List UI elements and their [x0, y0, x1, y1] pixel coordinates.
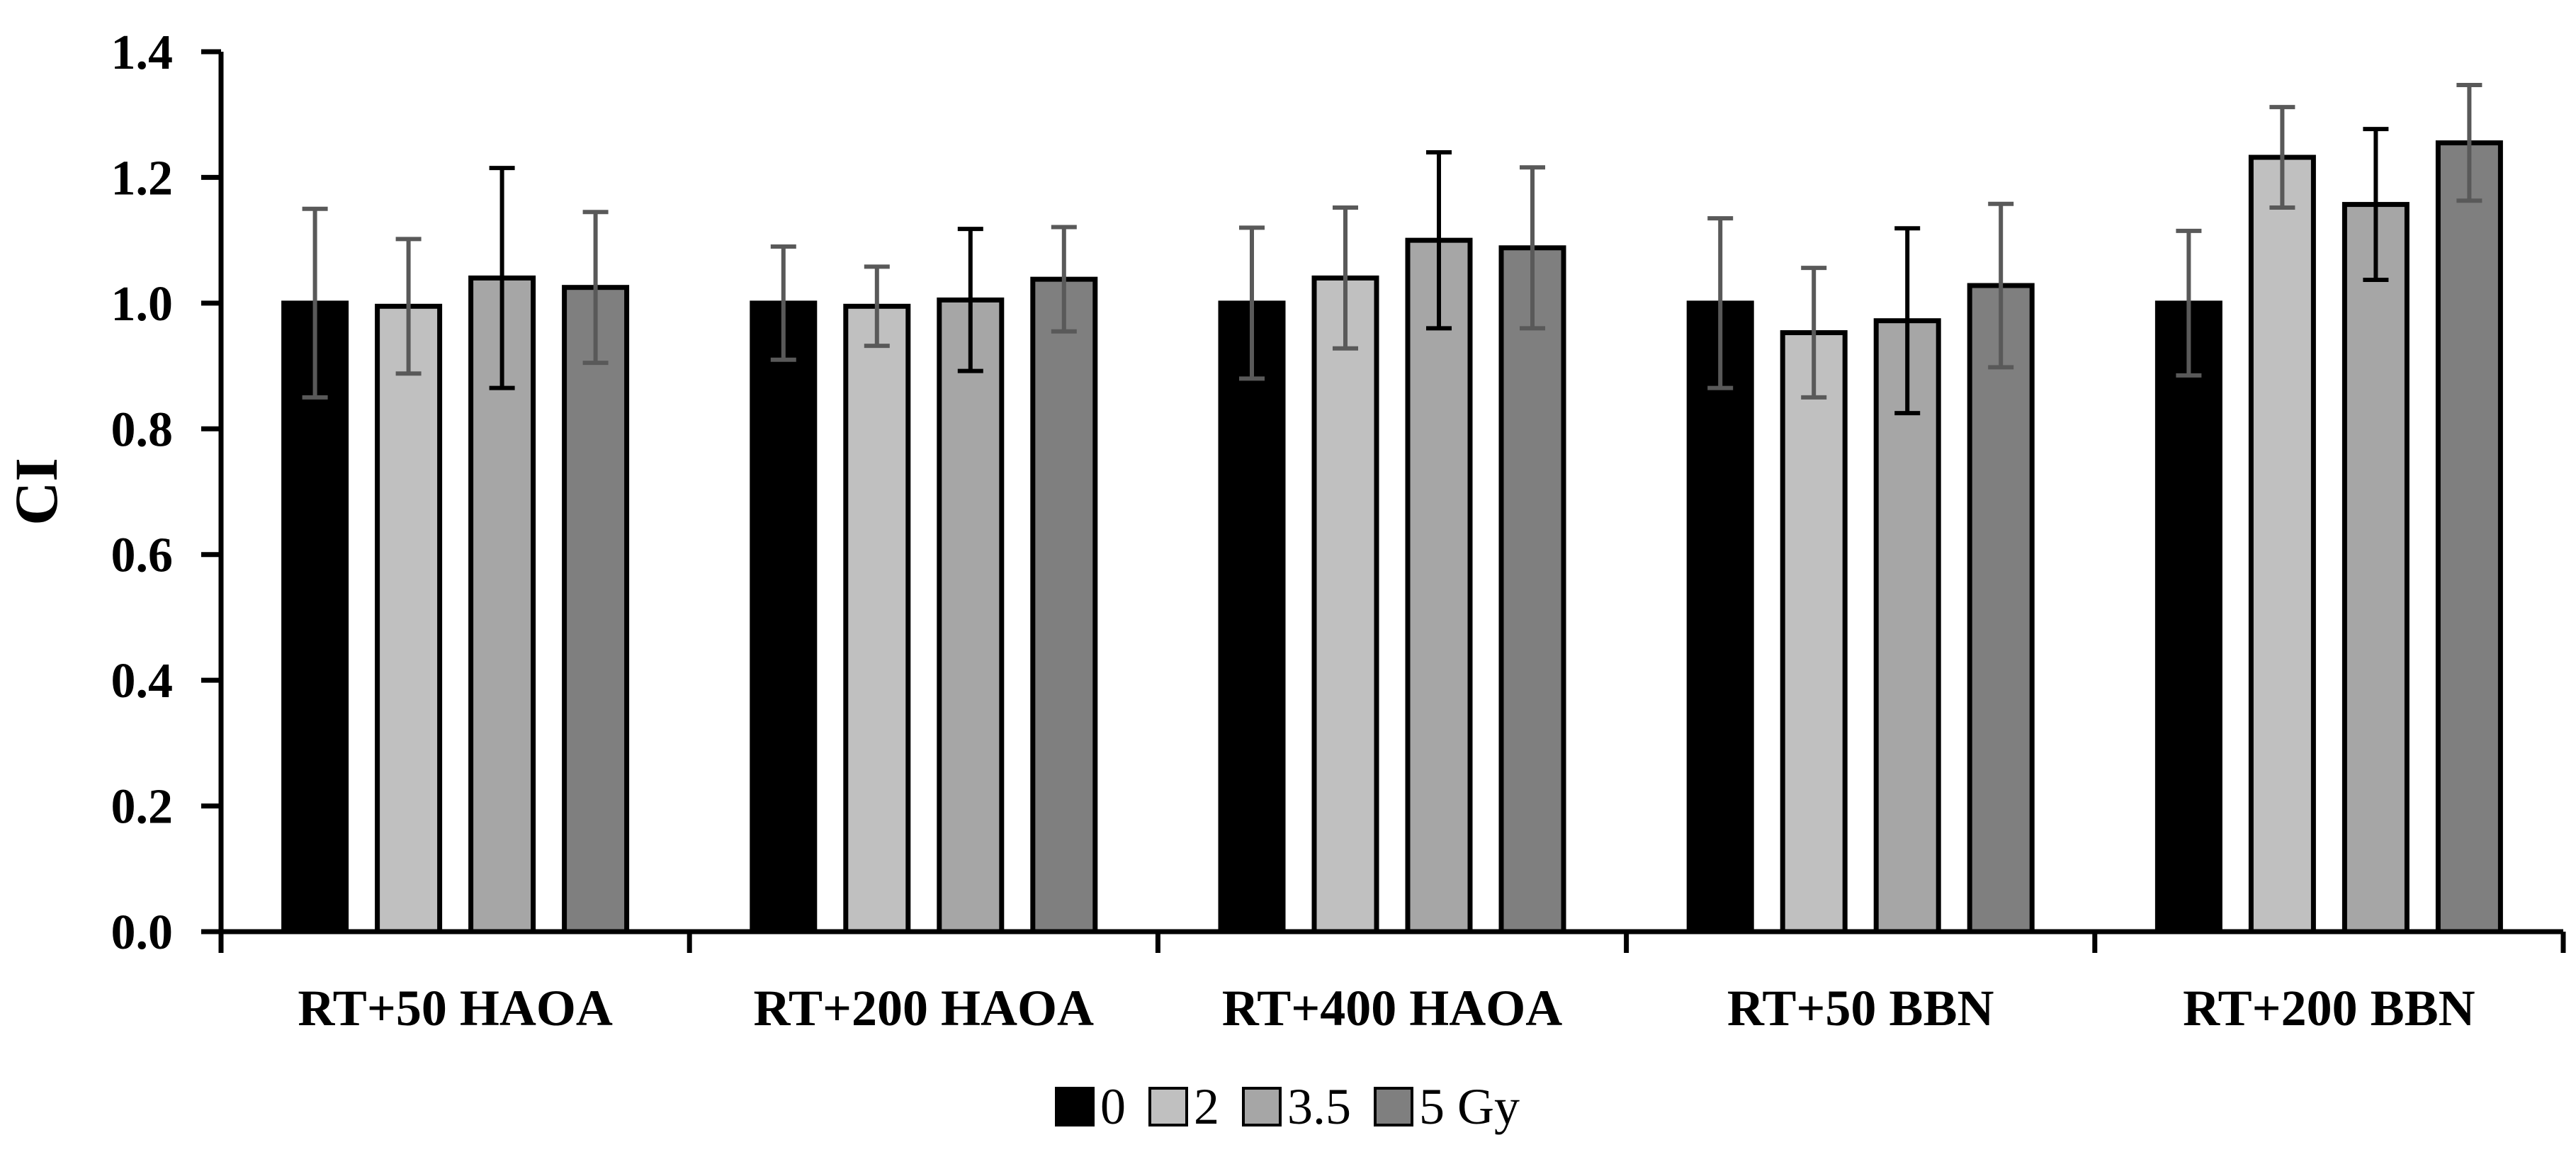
- bar: [1686, 300, 1754, 934]
- bar: [1780, 330, 1848, 934]
- legend-label: 5 Gy: [1419, 1078, 1520, 1135]
- legend-swatch: [1055, 1087, 1095, 1126]
- legend: 0 2 3.5 5 Gy: [1055, 1078, 1520, 1135]
- bar: [2154, 300, 2222, 934]
- bar: [2248, 154, 2316, 934]
- category-label: RT+200 BBN: [2183, 980, 2475, 1037]
- legend-swatch: [1148, 1087, 1188, 1126]
- error-bars-layer: [302, 83, 2482, 416]
- bar: [1498, 245, 1566, 934]
- category-label: RT+50 HAOA: [298, 980, 613, 1037]
- legend-swatch: [1374, 1087, 1413, 1126]
- legend-label: 0: [1100, 1078, 1126, 1135]
- y-tick-label: 0.6: [111, 529, 174, 583]
- y-tick-label: 0.8: [111, 402, 174, 457]
- labels-layer: RT+50 HAOA RT+200 HAOA RT+400 HAOA RT+50 BB…: [2, 26, 2475, 1037]
- legend-item: 0: [1055, 1078, 1126, 1135]
- axes-layer: [201, 49, 2566, 953]
- legend-swatch: [1242, 1087, 1282, 1126]
- y-tick-label: 0.4: [111, 654, 174, 708]
- category-label: RT+400 HAOA: [1222, 980, 1563, 1037]
- legend-label: 3.5: [1287, 1078, 1351, 1135]
- bar: [562, 285, 630, 934]
- y-tick-label: 0.2: [111, 780, 174, 835]
- bar: [1030, 276, 1098, 934]
- legend-item: 5 Gy: [1374, 1078, 1520, 1135]
- bar: [375, 303, 443, 934]
- legend-label: 2: [1194, 1078, 1219, 1135]
- y-tick-label: 1.4: [111, 26, 174, 80]
- bar: [1311, 275, 1379, 934]
- bar: [750, 300, 818, 934]
- bar: [2435, 140, 2503, 934]
- bar: [1967, 283, 2035, 934]
- bars-layer: [281, 140, 2503, 934]
- legend-item: 3.5: [1242, 1078, 1351, 1135]
- y-tick-label: 1.0: [111, 277, 174, 332]
- bar: [1218, 300, 1286, 934]
- bar: [843, 303, 911, 934]
- category-label: RT+50 BBN: [1727, 980, 1994, 1037]
- y-tick-label: 0.0: [111, 905, 174, 960]
- y-tick-label: 1.2: [111, 151, 174, 205]
- y-axis-title: CI: [2, 458, 70, 526]
- legend-item: 2: [1148, 1078, 1219, 1135]
- bar: [2341, 202, 2410, 934]
- bar: [937, 297, 1005, 934]
- bar: [1405, 237, 1473, 934]
- category-label: RT+200 HAOA: [754, 980, 1095, 1037]
